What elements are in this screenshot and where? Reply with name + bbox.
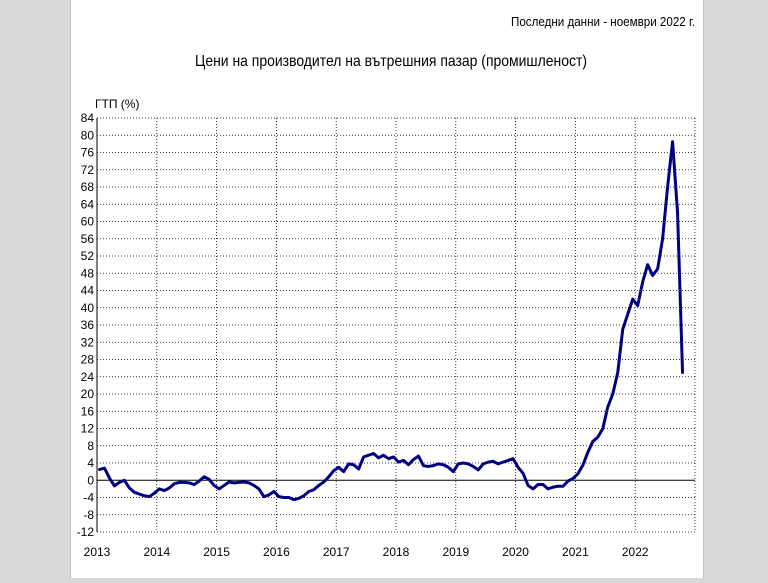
y-tick-label: 16: [81, 404, 95, 418]
y-tick-label: 28: [81, 353, 95, 367]
y-tick-label: 52: [81, 249, 95, 263]
chart: Последни данни - ноември 2022 г. Цени на…: [77, 14, 696, 559]
y-tick-label: 8: [87, 439, 94, 453]
x-tick-label: 2018: [383, 545, 410, 559]
y-tick-label: 40: [81, 301, 95, 315]
y-tick-label: 4: [87, 456, 94, 470]
series-line: [97, 140, 685, 502]
y-tick-label: 44: [81, 284, 95, 298]
last-data-note: Последни данни - ноември 2022 г.: [511, 14, 695, 29]
x-tick-label: 2015: [203, 545, 230, 559]
x-tick-label: 2022: [622, 545, 649, 559]
y-tick-label: 32: [81, 335, 95, 349]
y-tick-label: 64: [81, 197, 95, 211]
y-tick-label: 76: [81, 146, 95, 160]
y-tick-label: 56: [81, 232, 95, 246]
y-tick-label: 72: [81, 163, 95, 177]
x-tick-label: 2019: [442, 545, 469, 559]
x-tick-label: 2017: [323, 545, 350, 559]
y-tick-label: -4: [83, 491, 94, 505]
y-tick-label: 68: [81, 180, 95, 194]
y-tick-label: 48: [81, 266, 95, 280]
y-axis-label: ГТП (%): [95, 97, 139, 111]
x-tick-label: 2020: [502, 545, 529, 559]
x-tick-labels: 2013 2014 2015 2016 2017 2018 2019 2020 2021 2022: [84, 545, 649, 559]
y-tick-label: 60: [81, 215, 95, 229]
x-tick-label: 2016: [263, 545, 290, 559]
y-tick-label: 24: [81, 370, 95, 384]
y-tick-label: 80: [81, 128, 95, 142]
y-tick-label: 12: [81, 422, 95, 436]
chart-frame: Последни данни - ноември 2022 г. Цени на…: [70, 0, 704, 578]
x-tick-label: 2013: [84, 545, 111, 559]
grid: [96, 117, 696, 533]
series-layer: [97, 140, 685, 502]
x-tick-label: 2021: [562, 545, 589, 559]
y-tick-label: 84: [81, 111, 95, 125]
x-tick-label: 2014: [143, 545, 170, 559]
y-tick-label: 36: [81, 318, 95, 332]
y-tick-label: -8: [83, 508, 94, 522]
y-tick-label: -12: [77, 525, 95, 539]
y-tick-label: 20: [81, 387, 95, 401]
y-tick-label: 0: [87, 473, 94, 487]
y-tick-labels: -12-8-4048121620242832364044485256606468…: [77, 111, 95, 539]
chart-title: Цени на производител на вътрешния пазар …: [195, 53, 587, 70]
